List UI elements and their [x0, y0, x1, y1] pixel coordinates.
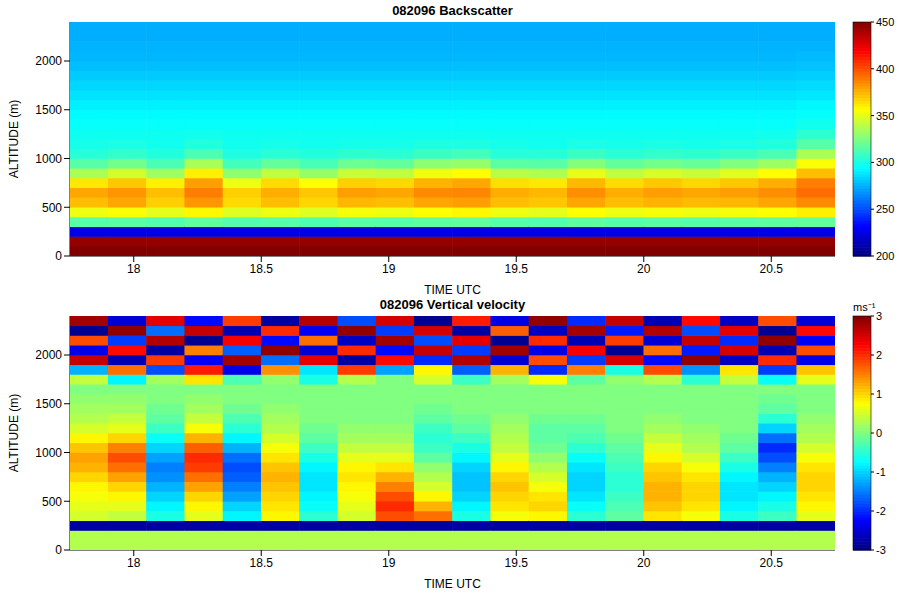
svg-text:18.5: 18.5	[250, 556, 274, 570]
svg-text:400: 400	[876, 63, 894, 75]
svg-text:3: 3	[876, 310, 882, 322]
svg-text:1: 1	[876, 388, 882, 400]
svg-text:1500: 1500	[35, 397, 62, 411]
svg-text:19.5: 19.5	[505, 556, 529, 570]
svg-text:ALTITUDE (m): ALTITUDE (m)	[7, 394, 21, 472]
svg-text:2000: 2000	[35, 54, 62, 68]
svg-text:0: 0	[55, 543, 62, 557]
svg-text:0: 0	[876, 427, 882, 439]
svg-text:2000: 2000	[35, 348, 62, 362]
svg-text:500: 500	[42, 495, 62, 509]
html-text:082096 Vertical velocity: 082096 Vertical velocity	[379, 297, 526, 312]
html-text:082096 Backscatter: 082096 Backscatter	[392, 3, 513, 18]
svg-text:20: 20	[637, 556, 651, 570]
svg-text:19.5: 19.5	[505, 262, 529, 276]
svg-text:1000: 1000	[35, 446, 62, 460]
svg-text:1500: 1500	[35, 103, 62, 117]
svg-text:450: 450	[876, 16, 894, 28]
svg-text:19: 19	[382, 556, 396, 570]
svg-text:-3: -3	[876, 544, 886, 556]
svg-text:20.5: 20.5	[760, 556, 784, 570]
svg-text:-1: -1	[876, 466, 886, 478]
svg-text:500: 500	[42, 201, 62, 215]
svg-text:300: 300	[876, 156, 894, 168]
svg-text:19: 19	[382, 262, 396, 276]
svg-text:0: 0	[55, 249, 62, 263]
svg-text:-2: -2	[876, 505, 886, 517]
svg-text:18: 18	[127, 556, 141, 570]
svg-text:18.5: 18.5	[250, 262, 274, 276]
svg-text:TIME UTC: TIME UTC	[424, 577, 481, 590]
svg-text:350: 350	[876, 110, 894, 122]
svg-text:200: 200	[876, 250, 894, 262]
svg-text:TIME UTC: TIME UTC	[424, 283, 481, 296]
svg-text:18: 18	[127, 262, 141, 276]
svg-text:20: 20	[637, 262, 651, 276]
svg-text:250: 250	[876, 203, 894, 215]
svg-text:ms⁻¹: ms⁻¹	[853, 301, 876, 313]
svg-text:2: 2	[876, 349, 882, 361]
svg-text:20.5: 20.5	[760, 262, 784, 276]
svg-text:ALTITUDE (m): ALTITUDE (m)	[7, 100, 21, 178]
svg-text:1000: 1000	[35, 152, 62, 166]
